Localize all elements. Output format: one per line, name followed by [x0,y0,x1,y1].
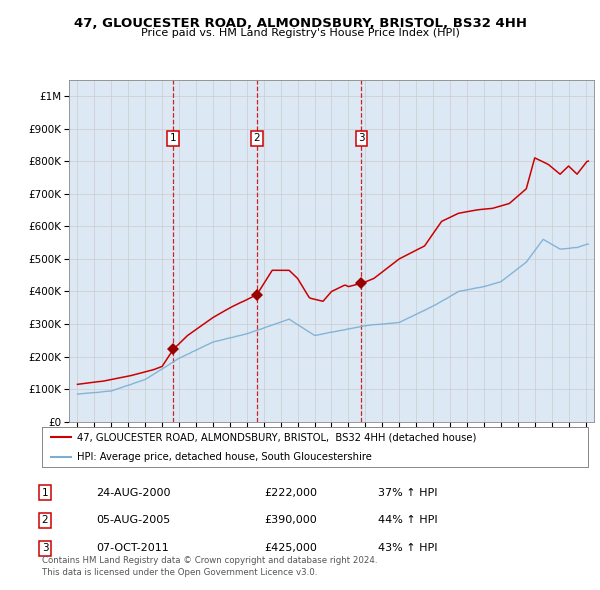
Text: 07-OCT-2011: 07-OCT-2011 [96,543,169,553]
Text: 3: 3 [41,543,49,553]
Text: 05-AUG-2005: 05-AUG-2005 [96,516,170,525]
Text: 47, GLOUCESTER ROAD, ALMONDSBURY, BRISTOL, BS32 4HH: 47, GLOUCESTER ROAD, ALMONDSBURY, BRISTO… [74,17,527,30]
Text: 2: 2 [41,516,49,525]
Text: 24-AUG-2000: 24-AUG-2000 [96,488,170,497]
Text: 2: 2 [254,133,260,143]
Text: 1: 1 [170,133,176,143]
Text: Contains HM Land Registry data © Crown copyright and database right 2024.
This d: Contains HM Land Registry data © Crown c… [42,556,377,577]
Text: 1: 1 [41,488,49,497]
Text: £390,000: £390,000 [264,516,317,525]
Text: Price paid vs. HM Land Registry's House Price Index (HPI): Price paid vs. HM Land Registry's House … [140,28,460,38]
Text: £425,000: £425,000 [264,543,317,553]
Text: 43% ↑ HPI: 43% ↑ HPI [378,543,437,553]
Text: £222,000: £222,000 [264,488,317,497]
Text: 37% ↑ HPI: 37% ↑ HPI [378,488,437,497]
Text: 47, GLOUCESTER ROAD, ALMONDSBURY, BRISTOL,  BS32 4HH (detached house): 47, GLOUCESTER ROAD, ALMONDSBURY, BRISTO… [77,432,477,442]
Text: 44% ↑ HPI: 44% ↑ HPI [378,516,437,525]
Text: HPI: Average price, detached house, South Gloucestershire: HPI: Average price, detached house, Sout… [77,453,373,462]
Text: 3: 3 [358,133,365,143]
